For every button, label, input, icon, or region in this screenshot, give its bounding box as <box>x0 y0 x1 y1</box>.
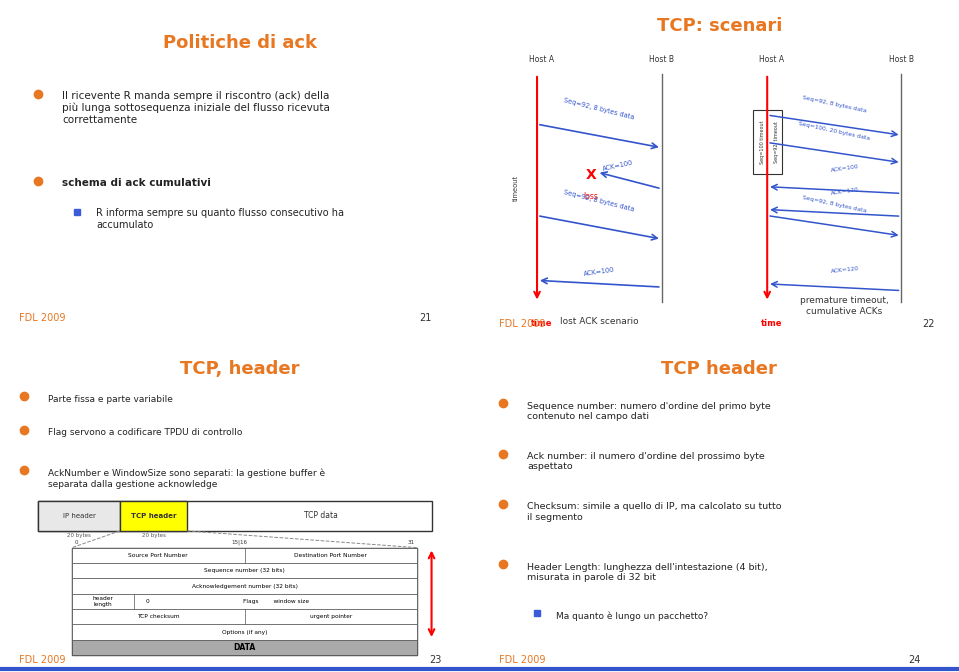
Text: FDL 2009: FDL 2009 <box>499 319 545 329</box>
Text: 23: 23 <box>429 655 441 665</box>
Text: schema di ack cumulativi: schema di ack cumulativi <box>62 178 211 188</box>
Text: TCP data: TCP data <box>304 511 339 520</box>
Text: Politiche di ack: Politiche di ack <box>163 34 316 52</box>
Text: Sequence number: numero d'ordine del primo byte
contenuto nel campo dati: Sequence number: numero d'ordine del pri… <box>527 401 771 421</box>
Text: R informa sempre su quanto flusso consecutivo ha
accumulato: R informa sempre su quanto flusso consec… <box>96 208 344 230</box>
Text: Options (if any): Options (if any) <box>222 630 268 634</box>
FancyBboxPatch shape <box>72 579 417 594</box>
Text: header
length: header length <box>93 596 113 607</box>
Text: ACK=120: ACK=120 <box>830 266 859 274</box>
FancyBboxPatch shape <box>72 548 417 655</box>
Text: AckNumber e WindowSize sono separati: la gestione buffer è
separata dalla gestio: AckNumber e WindowSize sono separati: la… <box>48 469 325 489</box>
Text: TCP checksum: TCP checksum <box>137 614 179 620</box>
Text: FDL 2009: FDL 2009 <box>19 655 65 665</box>
Text: Parte fissa e parte variabile: Parte fissa e parte variabile <box>48 395 173 404</box>
Text: Sequence number (32 bits): Sequence number (32 bits) <box>204 569 285 573</box>
FancyBboxPatch shape <box>72 548 417 563</box>
Text: 31: 31 <box>408 540 414 545</box>
FancyBboxPatch shape <box>72 594 417 609</box>
Text: 22: 22 <box>923 319 935 329</box>
Text: 0: 0 <box>146 599 150 604</box>
Text: TCP header: TCP header <box>130 513 176 519</box>
Text: 21: 21 <box>419 312 432 323</box>
Text: X: X <box>585 169 596 182</box>
Text: Seq=92  timeout: Seq=92 timeout <box>774 122 780 163</box>
Text: 15|16: 15|16 <box>231 540 247 545</box>
Text: Seq=100 timeout: Seq=100 timeout <box>760 121 765 164</box>
Text: Seq=100, 20 bytes data: Seq=100, 20 bytes data <box>798 121 871 141</box>
Text: Acknowledgement number (32 bits): Acknowledgement number (32 bits) <box>192 583 297 589</box>
Text: Host A: Host A <box>529 55 554 64</box>
Text: Seq=92, 8 bytes data: Seq=92, 8 bytes data <box>564 189 635 212</box>
Text: 20 bytes: 20 bytes <box>142 532 165 538</box>
Text: Checksum: simile a quello di IP, ma calcolato su tutto
il segmento: Checksum: simile a quello di IP, ma calc… <box>527 503 782 521</box>
Text: FDL 2009: FDL 2009 <box>19 312 65 323</box>
Text: lost ACK scenario: lost ACK scenario <box>560 317 639 326</box>
Text: Destination Port Number: Destination Port Number <box>294 553 367 558</box>
Text: TCP, header: TCP, header <box>180 360 299 378</box>
Text: Host A: Host A <box>760 55 784 64</box>
Text: TCP header: TCP header <box>662 360 777 378</box>
Text: ACK=120: ACK=120 <box>830 187 859 196</box>
FancyBboxPatch shape <box>38 501 120 531</box>
Text: 20 bytes: 20 bytes <box>67 532 91 538</box>
Text: Header Length: lunghezza dell'intestazione (4 bit),
misurata in parole di 32 bit: Header Length: lunghezza dell'intestazio… <box>527 563 768 582</box>
Text: Il ricevente R manda sempre il riscontro (ack) della
più lunga sottosequenza ini: Il ricevente R manda sempre il riscontro… <box>62 91 330 124</box>
Text: Ack number: il numero d'ordine del prossimo byte
aspettato: Ack number: il numero d'ordine del pross… <box>527 452 765 471</box>
Text: Seq=92, 8 bytes data: Seq=92, 8 bytes data <box>802 95 867 114</box>
Text: 24: 24 <box>908 655 921 665</box>
Text: ACK=100: ACK=100 <box>583 267 616 277</box>
Text: IP header: IP header <box>62 513 96 519</box>
Text: ACK=100: ACK=100 <box>602 160 634 172</box>
Text: Host B: Host B <box>889 55 914 64</box>
FancyBboxPatch shape <box>72 563 417 579</box>
FancyBboxPatch shape <box>753 110 782 175</box>
Text: ACK=100: ACK=100 <box>830 165 859 173</box>
Text: timeout: timeout <box>512 175 519 201</box>
FancyBboxPatch shape <box>72 640 417 655</box>
Text: TCP: scenari: TCP: scenari <box>657 17 782 35</box>
Text: Seq=92, 8 bytes data: Seq=92, 8 bytes data <box>564 97 635 121</box>
Text: Seq=92, 8 bytes data: Seq=92, 8 bytes data <box>802 196 867 214</box>
Text: Flags        window size: Flags window size <box>243 599 309 604</box>
FancyBboxPatch shape <box>120 501 187 531</box>
Text: Source Port Number: Source Port Number <box>129 553 188 558</box>
Text: premature timeout,
cumulative ACKs: premature timeout, cumulative ACKs <box>800 296 888 316</box>
Text: time: time <box>761 319 783 328</box>
Text: time: time <box>531 319 552 328</box>
Text: urgent pointer: urgent pointer <box>310 614 352 620</box>
Text: 0: 0 <box>75 540 78 545</box>
Text: Ma quanto è lungo un pacchetto?: Ma quanto è lungo un pacchetto? <box>556 612 709 621</box>
Text: DATA: DATA <box>233 643 256 652</box>
Text: Flag servono a codificare TPDU di controllo: Flag servono a codificare TPDU di contro… <box>48 429 243 437</box>
Text: Host B: Host B <box>649 55 674 64</box>
FancyBboxPatch shape <box>38 501 432 531</box>
Text: loss: loss <box>583 192 598 201</box>
FancyBboxPatch shape <box>72 609 417 624</box>
Text: FDL 2009: FDL 2009 <box>499 655 545 665</box>
FancyBboxPatch shape <box>72 624 417 640</box>
